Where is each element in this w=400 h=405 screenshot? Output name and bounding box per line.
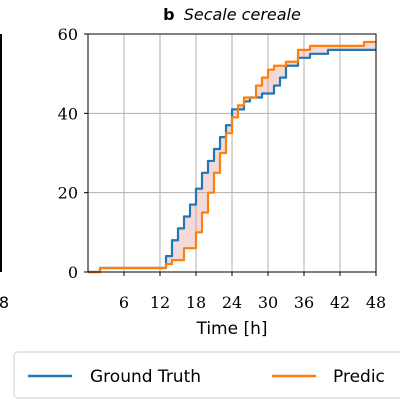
x-axis-ticks: 6 12 18 24 30 36 42 48 (119, 272, 386, 312)
x-tick-label: 48 (366, 293, 386, 312)
x-tick-label: 12 (150, 293, 170, 312)
left-panel-tick-label: 8 (0, 293, 9, 312)
x-tick-label: 36 (294, 293, 314, 312)
series-line-ground-truth (88, 48, 376, 274)
series-line-predic (88, 40, 376, 274)
legend-label-prediction: Predic (333, 367, 385, 387)
y-tick-label: 40 (58, 104, 78, 123)
grid-lines (88, 33, 377, 273)
legend-box (13, 351, 400, 399)
x-tick-label: 42 (330, 293, 350, 312)
series-lines (88, 40, 376, 274)
y-tick-label: 20 (58, 184, 78, 203)
chart-title: b Secale cereale (163, 5, 301, 24)
legend-label-ground-truth: Ground Truth (90, 367, 201, 387)
y-tick-label: 60 (58, 25, 78, 44)
left-panel-frame-edge (0, 34, 2, 272)
x-tick-label: 18 (186, 293, 206, 312)
y-axis-ticks: 0 20 40 60 (58, 25, 88, 282)
x-tick-label: 6 (119, 293, 129, 312)
x-axis-label: Time [h] (195, 319, 267, 339)
x-tick-label: 24 (222, 293, 242, 312)
species-name: Secale cereale (184, 5, 301, 24)
y-tick-label: 0 (68, 263, 78, 282)
x-tick-label: 30 (258, 293, 278, 312)
panel-label: b (163, 5, 174, 24)
